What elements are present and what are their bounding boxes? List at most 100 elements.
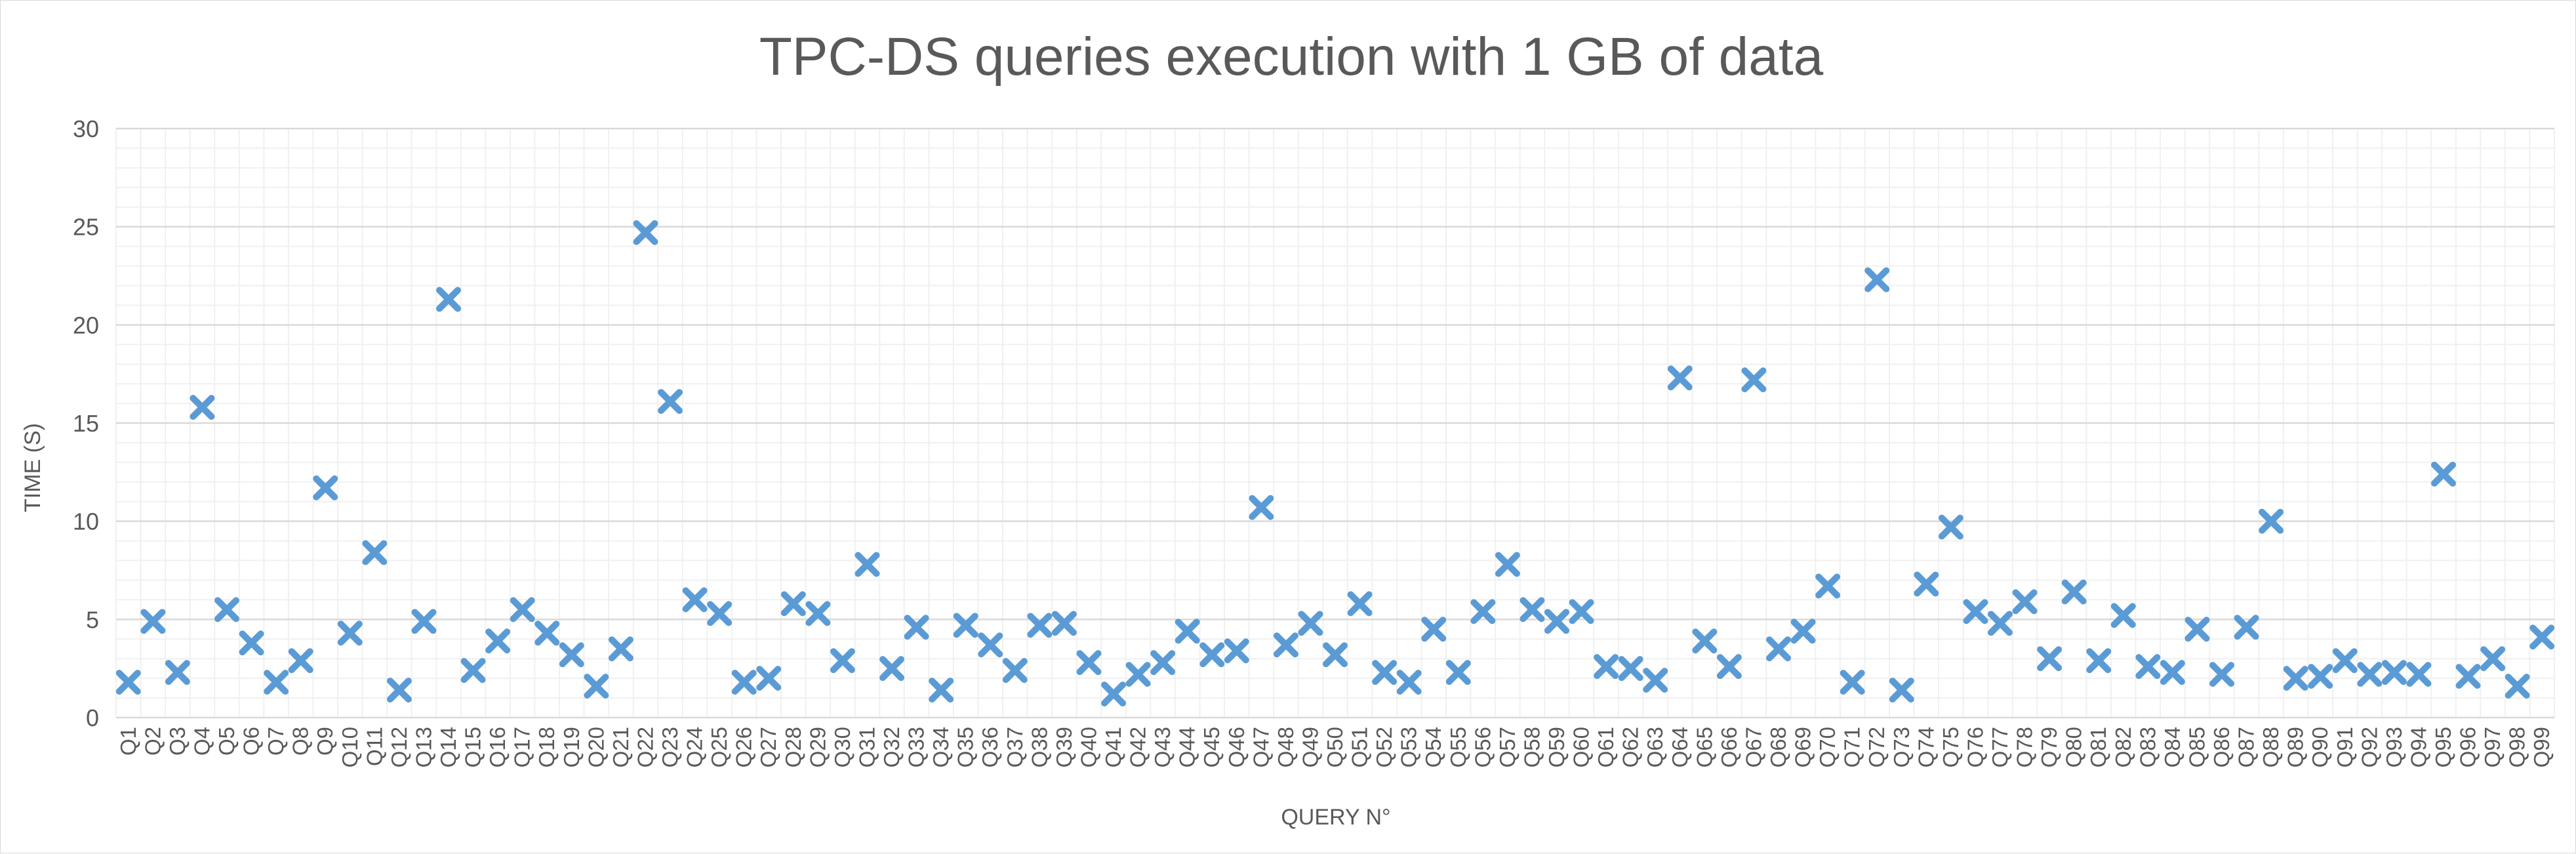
data-point [1963,599,1988,624]
data-point [1323,642,1348,668]
data-point [1815,573,1841,599]
data-point [2110,603,2136,628]
data-point [2455,664,2481,689]
x-tick-label: Q11 [362,727,386,766]
x-tick-label: Q36 [978,727,1002,767]
data-point [1667,365,1693,391]
data-point [337,620,363,646]
y-axis-ticks: 0 5 10 15 20 25 30 [73,115,99,731]
x-tick-label: Q3 [165,727,190,756]
x-tick-label: Q77 [1988,727,2012,767]
x-tick-label: Q45 [1199,727,1224,767]
data-point [855,552,880,577]
x-tick-label: Q69 [1791,727,1815,767]
x-tick-label: Q59 [1544,727,1569,767]
x-tick-label: Q48 [1274,727,1298,767]
x-tick-label: Q97 [2480,727,2505,767]
x-tick-label: Q78 [2013,727,2037,767]
x-tick-label: Q43 [1150,727,1175,767]
x-tick-label: Q49 [1298,727,1322,767]
x-tick-label: Q87 [2234,727,2259,767]
x-tick-label: Q13 [411,727,435,767]
x-tick-label: Q60 [1569,727,1594,767]
x-tick-label: Q40 [1076,727,1100,767]
data-point [2505,674,2530,699]
data-point [1938,514,1963,540]
data-point [559,642,584,668]
grid [115,127,2555,719]
data-point [1569,599,1594,624]
x-tick-label: Q28 [781,727,805,767]
data-point [1051,611,1077,636]
data-point [1914,571,1939,597]
x-tick-label: Q76 [1963,727,1987,767]
x-axis-ticks: Q1 Q2 Q3 Q4 Q5 Q6 Q7 Q8 Q9 Q10 Q11 Q12 Q13 Q14 Q15 Q16 Q… [116,727,2554,767]
data-point [510,597,535,622]
data-point [1544,609,1569,634]
data-point [2381,660,2407,685]
x-tick-label: Q90 [2308,727,2332,767]
data-point [1988,611,2013,636]
x-tick-label: Q63 [1643,727,1667,767]
data-point [1716,654,1742,680]
y-tick-label: 10 [73,508,99,535]
data-point [830,648,855,674]
y-tick-label: 20 [73,312,99,338]
x-tick-label: Q79 [2037,727,2061,767]
data-point [2184,617,2210,642]
x-tick-label: Q22 [633,727,657,767]
x-tick-label: Q20 [584,727,608,767]
x-tick-label: Q2 [140,727,165,756]
data-point [2135,654,2161,680]
x-tick-label: Q42 [1126,727,1150,767]
data-point [1421,617,1447,642]
data-point [1298,611,1323,636]
x-tick-label: Q98 [2505,727,2529,767]
x-tick-label: Q67 [1741,727,1765,767]
data-point [1864,267,1890,293]
data-point [978,632,1003,658]
x-tick-label: Q81 [2086,727,2110,767]
data-point [805,601,831,626]
data-point [1790,619,1816,644]
x-tick-label: Q14 [436,727,460,767]
data-point [1470,599,1496,624]
x-tick-label: Q80 [2062,727,2086,767]
x-tick-label: Q15 [461,727,485,767]
data-point [1249,495,1274,520]
x-tick-label: Q23 [658,727,682,767]
y-tick-label: 15 [73,410,99,437]
x-tick-label: Q44 [1175,727,1199,767]
x-tick-label: Q19 [559,727,584,767]
x-tick-label: Q54 [1421,727,1445,767]
data-point [1396,670,1422,695]
data-point [2160,660,2185,685]
x-tick-label: Q38 [1027,727,1051,767]
x-tick-label: Q94 [2406,727,2430,767]
x-tick-label: Q71 [1840,727,1864,767]
data-point [2061,579,2087,605]
x-tick-label: Q66 [1717,727,1741,767]
data-point [190,395,215,420]
data-point [485,628,511,654]
data-point [2209,662,2234,687]
y-tick-label: 30 [73,115,99,142]
data-point [115,670,141,695]
data-point [1002,658,1028,683]
x-tick-label: Q57 [1495,727,1519,767]
x-tick-label: Q85 [2184,727,2209,767]
data-point [362,540,388,565]
x-tick-label: Q32 [879,727,904,767]
x-tick-label: Q61 [1594,727,1618,767]
x-tick-label: Q35 [954,727,978,767]
x-tick-label: Q84 [2160,727,2184,767]
x-tick-label: Q64 [1668,727,1692,767]
data-point [1840,670,1865,695]
x-tick-label: Q93 [2382,727,2406,767]
data-point [879,656,904,681]
y-tick-label: 0 [86,704,99,731]
data-point [1692,628,1718,654]
x-tick-label: Q56 [1470,727,1495,767]
data-point [2357,662,2383,687]
